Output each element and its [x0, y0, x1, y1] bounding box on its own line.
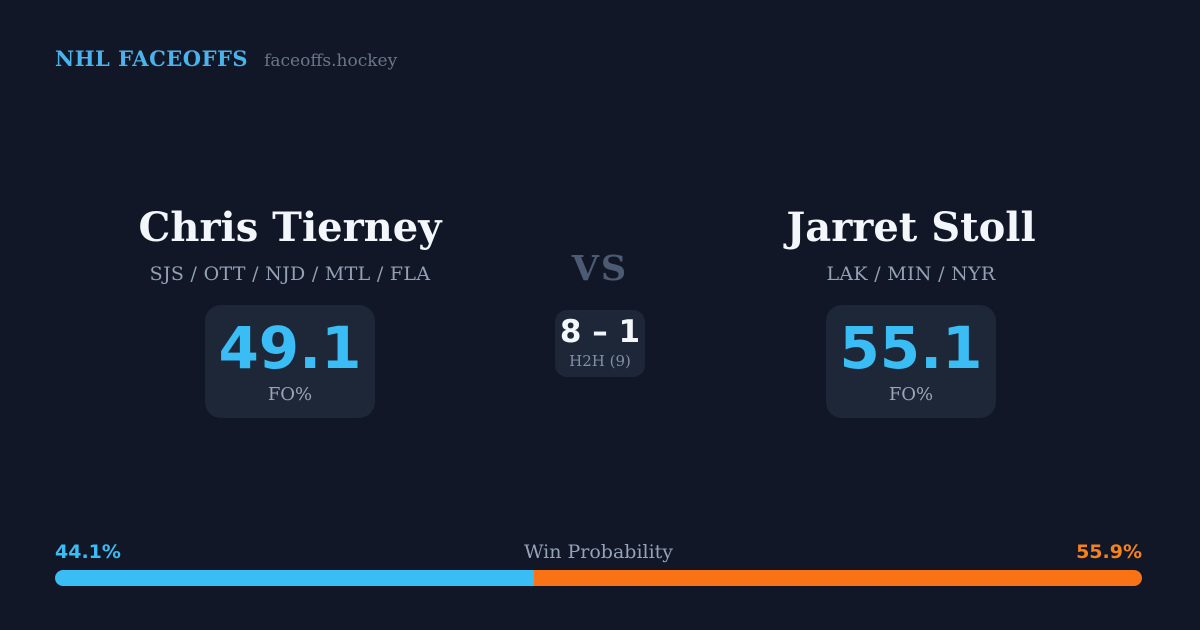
win-probability-left-pct: 44.1%	[55, 541, 121, 563]
player-left-name: Chris Tierney	[138, 204, 442, 251]
site-url: faceoffs.hockey	[264, 51, 398, 71]
player-left-panel: Chris Tierney SJS / OTT / NJD / MTL / FL…	[130, 206, 450, 418]
header: NHL FACEOFFS faceoffs.hockey	[55, 46, 397, 71]
player-right-fo-value: 55.1	[839, 313, 983, 382]
player-left-fo-label: FO%	[267, 383, 313, 405]
win-probability-right-pct: 55.9%	[1076, 541, 1142, 563]
win-probability-labels: 44.1% Win Probability 55.9%	[55, 541, 1142, 563]
brand-logo: NHL FACEOFFS	[55, 46, 249, 71]
win-bar-right-segment	[534, 570, 1142, 586]
matchup-center-panel: VS 8 – 1 H2H (9)	[500, 250, 700, 377]
h2h-box: 8 – 1 H2H (9)	[555, 310, 645, 377]
h2h-score: 8 – 1	[559, 314, 641, 350]
player-left-fo-stat-box: 49.1 FO%	[205, 305, 375, 418]
win-bar-left-segment	[55, 570, 535, 586]
win-probability-title: Win Probability	[523, 541, 674, 563]
vs-label: VS	[571, 248, 629, 289]
player-left-teams: SJS / OTT / NJD / MTL / FLA	[149, 263, 431, 285]
player-right-panel: Jarret Stoll LAK / MIN / NYR 55.1 FO%	[751, 206, 1071, 418]
player-left-fo-value: 49.1	[218, 313, 362, 382]
player-right-fo-stat-box: 55.1 FO%	[826, 305, 996, 418]
win-probability-bar	[55, 570, 1142, 586]
player-right-name: Jarret Stoll	[786, 204, 1036, 251]
player-right-fo-label: FO%	[888, 383, 934, 405]
player-right-teams: LAK / MIN / NYR	[826, 263, 996, 285]
h2h-label: H2H (9)	[569, 352, 631, 370]
